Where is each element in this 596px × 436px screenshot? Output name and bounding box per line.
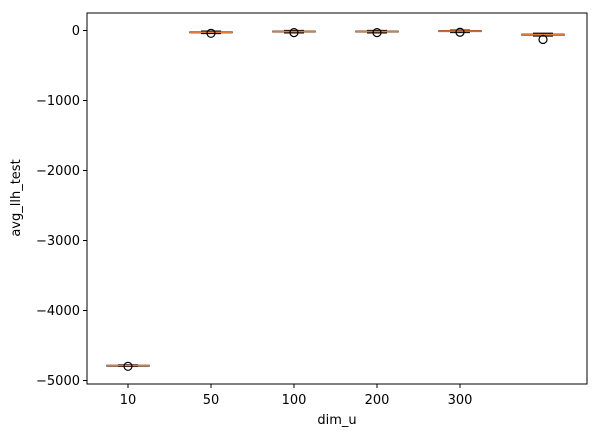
x-axis-label: dim_u [317, 413, 356, 428]
box-100 [272, 27, 316, 38]
x-tick-label: 100 [282, 393, 307, 408]
box-50 [189, 28, 233, 38]
outlier-point [455, 27, 465, 37]
plot-frame [86, 12, 588, 385]
box-10 [106, 361, 150, 371]
x-tick-label: 10 [120, 393, 137, 408]
x-axis: 10 50 100 200 300 [120, 384, 473, 408]
outlier-point [538, 34, 548, 45]
x-tick-label: 50 [203, 393, 220, 408]
y-tick-label: −4000 [36, 304, 80, 319]
y-tick-label: −3000 [36, 234, 80, 249]
box-200 [355, 27, 399, 38]
outlier-point [206, 28, 216, 38]
y-tick-label: 0 [72, 24, 80, 39]
box-unlabeled [521, 32, 565, 45]
y-axis-label: avg_llh_test [9, 159, 24, 236]
y-axis: 0 −1000 −2000 −3000 −4000 −5000 [36, 24, 87, 389]
y-tick-label: −2000 [36, 164, 80, 179]
outlier-point [123, 361, 133, 371]
x-tick-label: 300 [448, 393, 473, 408]
plot-area [106, 27, 565, 371]
y-tick-label: −1000 [36, 94, 80, 109]
outlier-point [372, 27, 382, 38]
box-300 [438, 27, 482, 37]
y-tick-label: −5000 [36, 374, 80, 389]
x-tick-label: 200 [365, 393, 390, 408]
outlier-point [289, 27, 299, 38]
